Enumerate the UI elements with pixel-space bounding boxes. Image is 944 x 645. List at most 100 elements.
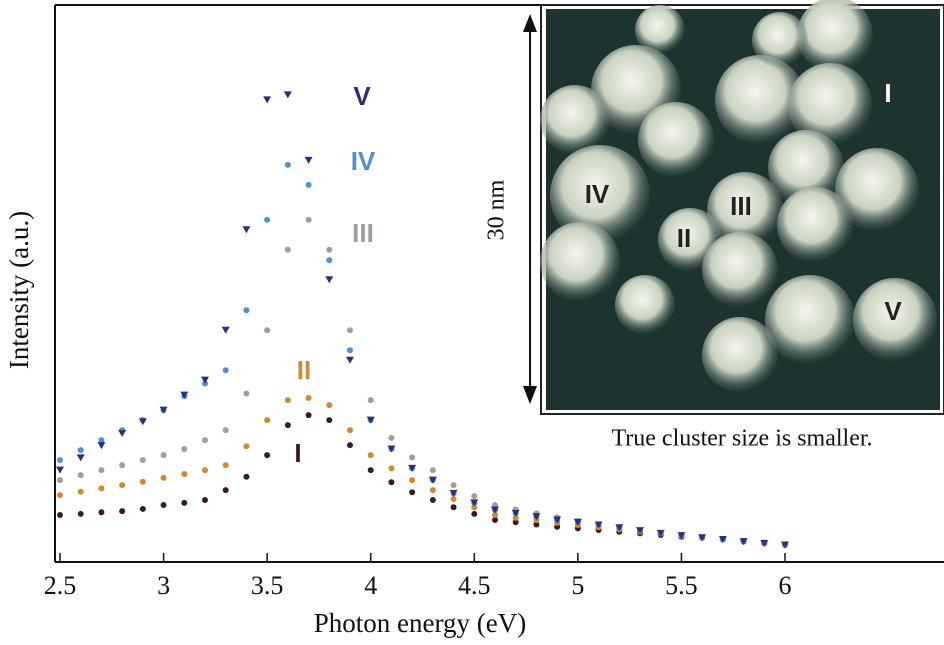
point: [57, 477, 63, 484]
point: [305, 181, 312, 188]
point: [449, 489, 458, 497]
point: [326, 417, 333, 424]
point: [284, 161, 291, 168]
point: [532, 513, 541, 521]
point: [139, 478, 146, 485]
x-tick-label: 6: [779, 571, 792, 600]
point: [160, 452, 167, 459]
point: [656, 529, 665, 537]
series-label: III: [352, 218, 374, 248]
point: [98, 509, 105, 516]
point: [388, 465, 395, 472]
point: [470, 499, 479, 507]
point: [781, 541, 789, 549]
point: [325, 276, 334, 284]
point: [77, 447, 84, 454]
point: [760, 539, 769, 547]
point: [119, 508, 126, 515]
inset-label: I: [884, 78, 891, 108]
point: [138, 418, 147, 426]
point: [326, 246, 333, 253]
point: [511, 509, 520, 517]
point: [264, 216, 271, 223]
point: [450, 482, 457, 489]
point: [471, 510, 478, 517]
point: [492, 517, 498, 524]
x-tick-label: 4.5: [458, 571, 491, 600]
point: [347, 327, 353, 334]
point: [160, 502, 167, 509]
point: [283, 91, 292, 99]
point: [97, 442, 106, 450]
point: [201, 376, 209, 384]
point: [346, 356, 354, 364]
point: [284, 422, 291, 429]
series-label: IV: [351, 146, 376, 176]
point: [98, 437, 105, 444]
point: [533, 521, 540, 528]
x-tick-label: 5.5: [665, 571, 698, 600]
point: [387, 445, 396, 453]
point: [326, 257, 333, 264]
point: [698, 534, 707, 542]
point: [57, 512, 63, 519]
point: [491, 506, 499, 514]
point: [347, 347, 353, 354]
point: [409, 454, 416, 461]
point: [243, 443, 250, 450]
point: [264, 417, 271, 424]
point: [409, 489, 416, 496]
point: [77, 488, 84, 495]
point: [222, 462, 229, 469]
inset-caption: True cluster size is smaller.: [611, 426, 872, 452]
point: [594, 521, 603, 529]
point: [118, 429, 127, 437]
point: [388, 479, 395, 486]
point: [428, 476, 437, 484]
point: [429, 467, 436, 474]
x-tick-label: 3: [157, 571, 170, 600]
point: [367, 397, 374, 404]
series-label: I: [294, 438, 301, 468]
point: [284, 246, 291, 253]
point: [408, 464, 417, 472]
point: [56, 466, 64, 474]
arrow-head: [523, 386, 537, 404]
clusters: [540, 0, 937, 393]
point: [739, 538, 748, 546]
point: [305, 394, 312, 401]
point: [615, 524, 624, 532]
point: [98, 485, 105, 492]
point: [181, 499, 188, 506]
point: [76, 454, 85, 462]
point: [181, 446, 188, 452]
point: [202, 437, 208, 444]
x-axis-label: Photon energy (eV): [314, 608, 526, 638]
point: [367, 452, 374, 459]
point: [304, 156, 313, 164]
point: [222, 487, 229, 494]
point: [202, 497, 208, 504]
inset: 30 nm True cluster size is smaller. I II…: [484, 0, 944, 452]
arrow-head: [523, 14, 537, 32]
x-tick-label: 5: [571, 571, 584, 600]
x-tick-label: 2.5: [44, 571, 77, 600]
point: [512, 514, 519, 521]
point: [347, 427, 353, 434]
x-tick-label: 4: [364, 571, 377, 600]
series: [56, 91, 789, 549]
point: [98, 467, 105, 474]
point: [181, 470, 188, 477]
x-tick-label: 3.5: [251, 571, 284, 600]
inset-label: III: [730, 191, 752, 221]
series: [57, 394, 788, 549]
point: [326, 402, 333, 409]
point: [159, 406, 168, 414]
point: [450, 495, 457, 502]
point: [305, 216, 312, 223]
point: [388, 434, 395, 441]
point: [139, 457, 146, 464]
point: [222, 367, 229, 374]
scale-label: 30 nm: [484, 179, 510, 240]
